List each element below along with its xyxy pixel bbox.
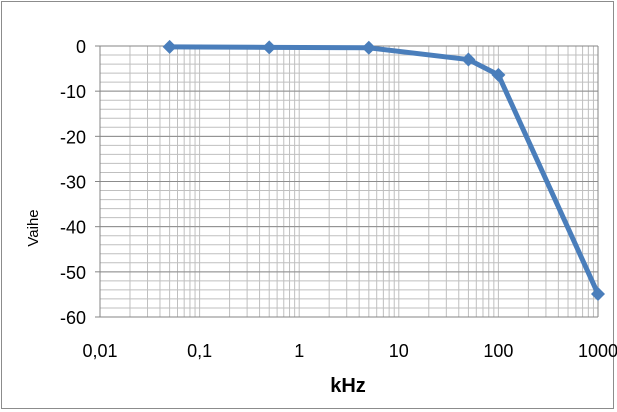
x-tick-label: 100 (483, 341, 513, 361)
grid-lines (99, 45, 598, 318)
x-tick-label: 1000 (578, 341, 617, 361)
y-tick-label: -20 (60, 127, 86, 147)
y-tick-label: 0 (76, 37, 86, 57)
data-point-marker (491, 67, 506, 82)
data-point-marker (162, 39, 177, 54)
x-tick-label: 0,1 (187, 341, 212, 361)
y-tick-label: -10 (60, 82, 86, 102)
x-tick-labels: 0,01 0,1 1 10 100 1000 (82, 341, 617, 361)
y-tick-label: -50 (60, 263, 86, 283)
x-tick-label: 1 (294, 341, 304, 361)
y-tick-label: -60 (60, 308, 86, 328)
data-point-marker (461, 52, 476, 67)
x-tick-label: 0,01 (82, 341, 117, 361)
series-line (167, 44, 601, 297)
data-point-marker (591, 286, 605, 301)
series-group (162, 39, 605, 301)
data-point-marker (361, 40, 376, 55)
x-tick-label: 10 (389, 341, 409, 361)
y-tick-labels: 0 -10 -20 -30 -40 -50 -60 (60, 37, 86, 328)
x-axis-label: kHz (330, 375, 366, 397)
y-tick-label: -30 (60, 173, 86, 193)
y-tick-label: -40 (60, 218, 86, 238)
data-point-marker (262, 40, 277, 55)
y-axis-label: Vaihe (25, 209, 42, 246)
